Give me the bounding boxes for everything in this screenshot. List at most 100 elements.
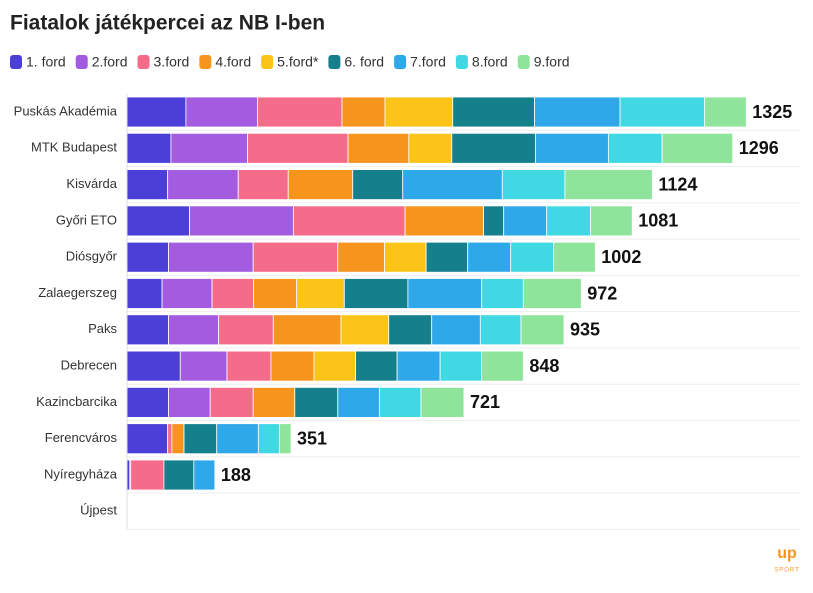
legend-label: 6. ford — [344, 54, 384, 70]
bar-segment — [278, 423, 292, 455]
bar-segment — [292, 205, 406, 237]
y-tick-label: Paks — [88, 321, 117, 336]
bar-segment — [501, 169, 566, 201]
legend-swatch — [328, 55, 341, 69]
bar-segment — [388, 314, 433, 346]
legend-swatch — [517, 55, 530, 69]
y-tick-label: Diósgyőr — [66, 249, 118, 264]
bar-segment — [252, 386, 296, 418]
bar-segment — [404, 205, 484, 237]
total-label: 972 — [587, 283, 617, 303]
legend-swatch — [455, 55, 468, 69]
bar-segment — [253, 278, 298, 309]
bar-segment — [534, 96, 621, 128]
logo-sub: SPORT — [774, 568, 800, 574]
bar-segment — [126, 350, 181, 382]
total-label: 1002 — [601, 247, 641, 267]
bar-segment — [168, 314, 220, 346]
legend-label: 2.ford — [92, 54, 128, 70]
bar-segment — [270, 350, 315, 382]
bar-segment — [126, 314, 169, 346]
bar-segment — [535, 132, 609, 164]
bar-segment — [218, 314, 274, 346]
y-tick-label: Ferencváros — [45, 430, 118, 445]
bar-segment — [126, 205, 191, 237]
bar-segment — [130, 459, 165, 491]
bar-segment — [126, 169, 169, 201]
bar-segment — [607, 132, 663, 164]
bar-segment — [287, 169, 354, 201]
bar-segment — [189, 205, 294, 237]
bar-segment — [520, 314, 565, 346]
bar-segment — [313, 350, 356, 382]
legend-swatch — [394, 55, 407, 69]
bar-segment — [431, 314, 481, 346]
bar-segment — [272, 314, 342, 346]
bar-segment — [452, 96, 535, 128]
y-tick-label: Kazincbarcika — [36, 394, 118, 409]
bar-segment — [252, 241, 339, 273]
bar-segment — [185, 96, 258, 128]
bar-segment — [343, 278, 409, 309]
total-label: 935 — [570, 320, 600, 340]
bar-segment — [237, 169, 289, 201]
bar-segment — [161, 278, 213, 309]
bar-segment — [340, 314, 390, 346]
total-label: 1296 — [739, 138, 779, 158]
bar-segment — [296, 278, 345, 309]
bar-segment — [256, 96, 343, 128]
bar-segment — [247, 132, 349, 164]
y-tick-label: Győri ETO — [56, 212, 117, 227]
bar-segment — [355, 350, 398, 382]
bar-segment — [168, 386, 211, 418]
y-tick-label: Zalaegerszeg — [38, 285, 117, 300]
bar-segment — [211, 278, 255, 309]
bar-segment — [168, 241, 254, 273]
chart-title: Fiatalok játékpercei az NB I-ben — [10, 12, 325, 35]
bar-segment — [704, 96, 747, 128]
bar-segment — [503, 205, 548, 237]
total-label: 1124 — [658, 174, 697, 194]
legend-label: 8.ford — [472, 54, 508, 70]
bar-segment — [546, 205, 592, 237]
bar-segment — [420, 386, 465, 418]
legend-label: 3.ford — [154, 54, 190, 70]
legend-label: 5.ford* — [277, 54, 319, 70]
legend-label: 7.ford — [410, 54, 446, 70]
legend-swatch — [10, 55, 22, 69]
total-label: 1325 — [752, 102, 792, 122]
bar-segment — [402, 169, 503, 201]
bar-segment — [479, 314, 522, 346]
legend-label: 9.ford — [534, 54, 570, 70]
bar-segment — [619, 96, 706, 128]
total-label: 721 — [470, 392, 500, 412]
bar-segment — [451, 132, 536, 164]
y-tick-label: Kisvárda — [66, 176, 117, 191]
bar-segment — [352, 169, 404, 201]
bar-segment — [126, 386, 169, 418]
bar-segment — [294, 386, 339, 418]
bar-segment — [481, 278, 524, 309]
bar-segment — [183, 423, 218, 455]
bar-segment — [396, 350, 441, 382]
total-label: 188 — [221, 465, 251, 485]
bar-segment — [661, 132, 734, 164]
bar-segment — [193, 459, 216, 491]
bar-segment — [384, 241, 427, 273]
bar-segment — [564, 169, 653, 201]
total-label: 351 — [297, 428, 327, 448]
bar-segment — [126, 241, 169, 273]
bar-segment — [257, 423, 280, 455]
bar-segment — [347, 132, 410, 164]
legend-swatch — [261, 55, 274, 69]
bar-segment — [522, 278, 582, 309]
bar-segment — [553, 241, 596, 273]
bar-segment — [341, 96, 386, 128]
total-label: 848 — [529, 356, 559, 376]
bar-segment — [337, 241, 385, 273]
bar-segment — [163, 459, 195, 491]
bar-segment — [483, 205, 505, 237]
bar-segment — [407, 278, 483, 309]
bar-segment — [126, 423, 169, 455]
bar-segment — [170, 132, 248, 164]
